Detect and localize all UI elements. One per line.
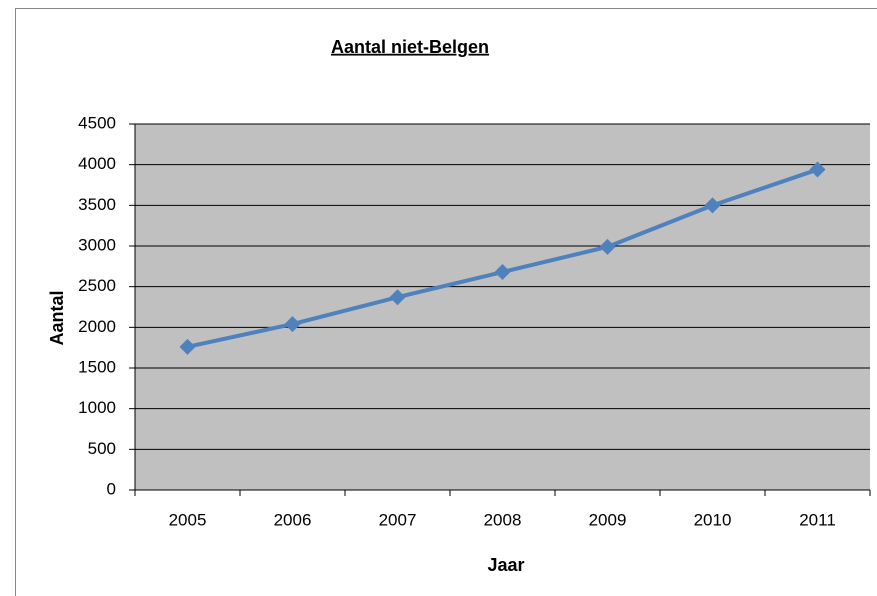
data-marker bbox=[704, 197, 721, 214]
y-tick-label: 2000 bbox=[78, 317, 116, 336]
y-tick-label: 1500 bbox=[78, 357, 116, 376]
y-tick-label: 3500 bbox=[78, 195, 116, 214]
x-tick-label: 2009 bbox=[589, 510, 627, 529]
x-tick-label: 2006 bbox=[274, 510, 312, 529]
x-tick-label: 2005 bbox=[169, 510, 207, 529]
x-tick-label: 2008 bbox=[484, 510, 522, 529]
y-tick-label: 4000 bbox=[78, 154, 116, 173]
data-marker bbox=[179, 338, 196, 355]
plot-area bbox=[135, 124, 870, 490]
y-tick-label: 4500 bbox=[78, 113, 116, 132]
data-marker bbox=[389, 289, 406, 306]
y-tick-label: 500 bbox=[88, 439, 116, 458]
x-tick-label: 2010 bbox=[694, 510, 732, 529]
chart-title: Aantal niet-Belgen bbox=[331, 37, 489, 57]
x-tick-label: 2011 bbox=[799, 510, 836, 529]
y-tick-label: 2500 bbox=[78, 276, 116, 295]
data-marker bbox=[284, 316, 301, 333]
data-marker bbox=[809, 161, 826, 178]
x-tick-label: 2007 bbox=[379, 510, 417, 529]
x-axis-label: Jaar bbox=[487, 555, 524, 575]
y-tick-label: 1000 bbox=[78, 398, 116, 417]
y-axis-label: Aantal bbox=[47, 290, 67, 345]
y-tick-label: 3000 bbox=[78, 235, 116, 254]
y-tick-label: 0 bbox=[107, 479, 116, 498]
data-marker bbox=[494, 264, 511, 281]
data-marker bbox=[599, 238, 616, 255]
